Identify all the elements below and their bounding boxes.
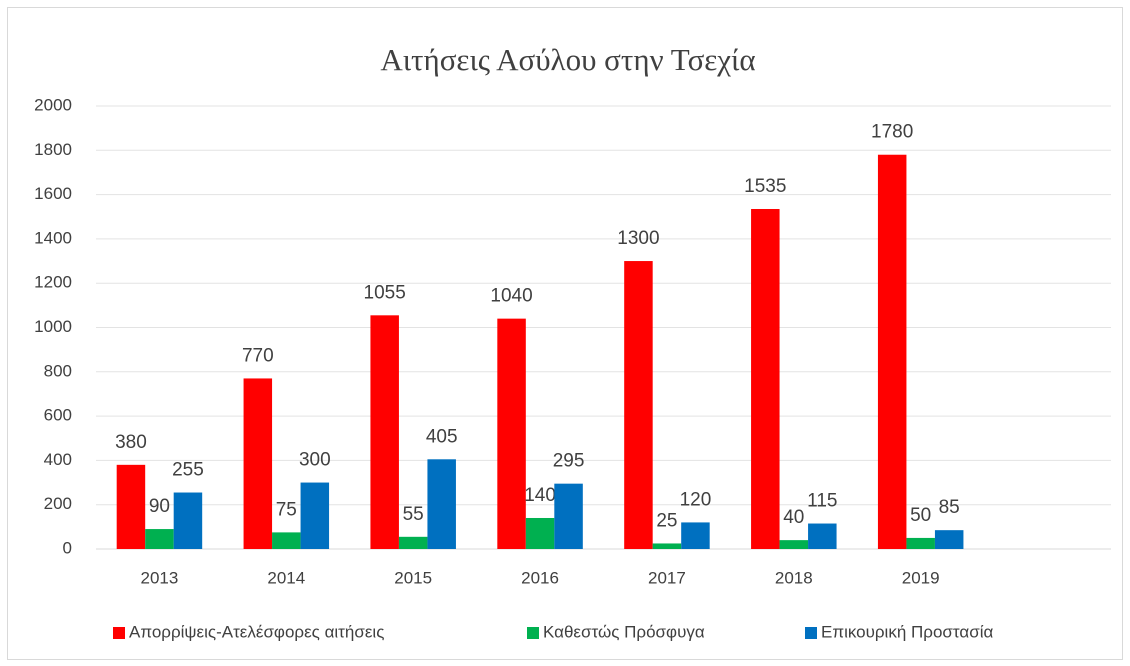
x-tick-label: 2017 [648, 568, 686, 587]
y-tick-label: 1800 [34, 140, 72, 159]
data-label: 300 [299, 450, 331, 471]
data-label: 50 [910, 505, 931, 526]
data-label: 120 [680, 489, 712, 510]
y-tick-label: 0 [63, 538, 72, 557]
bar [173, 492, 203, 549]
data-label: 90 [149, 496, 170, 517]
data-label: 405 [426, 426, 458, 447]
bar [116, 464, 146, 549]
data-label: 75 [276, 499, 297, 520]
bar [525, 517, 555, 549]
data-label: 140 [524, 485, 556, 506]
data-label: 1780 [871, 122, 913, 143]
bar [808, 523, 837, 549]
y-tick-label: 400 [44, 450, 72, 469]
chart-border [7, 7, 1123, 660]
y-tick-label: 200 [44, 494, 72, 513]
x-tick-label: 2019 [902, 568, 940, 587]
bar [427, 459, 456, 549]
bar [652, 543, 682, 549]
data-label: 1055 [364, 282, 406, 303]
y-tick-label: 600 [44, 406, 72, 425]
data-label: 1535 [744, 176, 786, 197]
data-label: 770 [242, 345, 274, 366]
bar [681, 522, 710, 549]
bar [779, 540, 809, 549]
bar [272, 532, 301, 549]
x-tick-label: 2013 [141, 568, 179, 587]
data-label: 25 [656, 510, 677, 531]
data-label: 1300 [617, 228, 659, 249]
legend-label: Επικουρική Προστασία [821, 622, 993, 641]
y-tick-label: 2000 [34, 95, 72, 114]
bar [370, 315, 399, 549]
bar [145, 529, 174, 549]
data-label: 1040 [490, 286, 532, 307]
bar [877, 154, 907, 550]
data-label: 55 [403, 504, 424, 525]
data-label: 295 [553, 451, 585, 472]
bar [554, 483, 583, 549]
y-tick-label: 1400 [34, 228, 72, 247]
y-tick-label: 800 [44, 361, 72, 380]
data-label: 255 [172, 460, 204, 481]
data-label: 85 [939, 497, 960, 518]
bar [243, 378, 273, 549]
bar [751, 208, 780, 549]
chart-title: Αιτήσεις Ασύλου στην Τσεχία [380, 42, 755, 77]
x-tick-label: 2018 [775, 568, 813, 587]
y-tick-label: 1200 [34, 273, 72, 292]
legend-swatch [113, 627, 125, 639]
legend-label: Απορρίψεις-Ατελέσφορες αιτήσεις [129, 622, 384, 641]
data-label: 40 [783, 507, 804, 528]
legend-swatch [527, 627, 539, 639]
bar [300, 482, 330, 549]
bar [624, 261, 653, 549]
bar [934, 530, 964, 549]
data-label: 380 [115, 432, 147, 453]
legend-label: Καθεστώς Πρόσφυγα [543, 622, 705, 641]
data-label: 115 [807, 491, 837, 512]
y-tick-label: 1000 [34, 317, 72, 336]
x-tick-label: 2016 [521, 568, 559, 587]
y-tick-label: 1600 [34, 184, 72, 203]
bar [906, 537, 935, 549]
legend-swatch [805, 627, 817, 639]
bar [497, 318, 526, 549]
bar [398, 536, 428, 549]
x-tick-label: 2014 [267, 568, 305, 587]
x-tick-label: 2015 [394, 568, 432, 587]
